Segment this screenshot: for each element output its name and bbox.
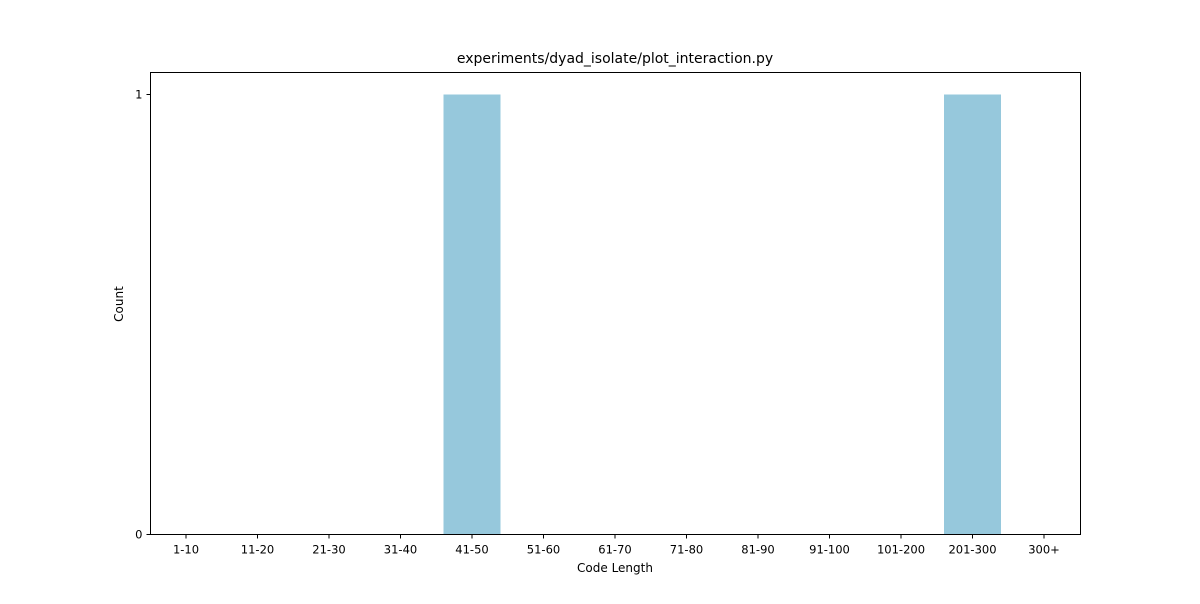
x-axis-label: Code Length bbox=[577, 561, 653, 575]
x-tick-label: 21-30 bbox=[312, 543, 345, 557]
x-tick-label: 41-50 bbox=[455, 543, 488, 557]
bar-201-300 bbox=[944, 94, 1001, 535]
x-tick-label: 81-90 bbox=[741, 543, 774, 557]
chart-title: experiments/dyad_isolate/plot_interactio… bbox=[457, 51, 773, 67]
y-tick-label: 1 bbox=[135, 88, 142, 102]
x-tick-label: 101-200 bbox=[877, 543, 925, 557]
x-tick-label: 1-10 bbox=[173, 543, 199, 557]
x-tick-label: 71-80 bbox=[670, 543, 703, 557]
x-axis-ticks: 1-10 11-20 21-30 31-40 41-50 51-60 61-70 71-80 8… bbox=[173, 534, 1060, 557]
plot-frame bbox=[150, 72, 1081, 535]
y-axis-label: Count bbox=[112, 286, 126, 322]
bars-group bbox=[443, 94, 1001, 535]
x-tick-label: 31-40 bbox=[384, 543, 417, 557]
x-tick-label: 61-70 bbox=[598, 543, 631, 557]
x-tick-label: 91-100 bbox=[809, 543, 850, 557]
x-tick-label: 300+ bbox=[1028, 543, 1060, 557]
y-axis-ticks: 01 bbox=[135, 88, 151, 542]
y-tick-label: 0 bbox=[135, 528, 142, 542]
x-tick-label: 201-300 bbox=[948, 543, 996, 557]
x-tick-label: 51-60 bbox=[527, 543, 560, 557]
bar-41-50 bbox=[443, 94, 501, 535]
x-tick-label: 11-20 bbox=[241, 543, 274, 557]
